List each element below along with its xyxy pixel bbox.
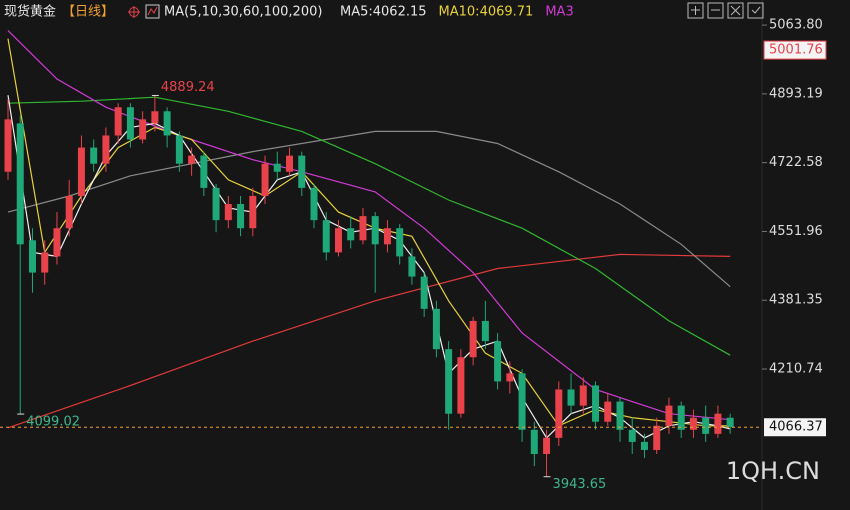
- candle-body: [494, 341, 502, 382]
- candle-body: [432, 308, 440, 350]
- y-tick-label: 4551.96: [769, 224, 823, 239]
- candle-body: [114, 107, 122, 136]
- candle-body: [592, 385, 600, 422]
- candle-body: [53, 228, 61, 257]
- candle-body: [371, 216, 379, 245]
- candle-body: [396, 228, 404, 257]
- last-price-label: 4066.37: [769, 420, 823, 435]
- last-price-box: [764, 418, 826, 437]
- candle-body: [689, 417, 697, 430]
- candle-body: [126, 107, 134, 140]
- candle-body: [530, 429, 538, 454]
- candle-body: [359, 216, 367, 241]
- candle-body: [555, 389, 563, 438]
- candle-body: [322, 220, 330, 253]
- candle-body: [579, 385, 587, 406]
- candle-body: [212, 187, 220, 221]
- candle-body: [16, 123, 24, 245]
- candle-body: [102, 135, 110, 164]
- candle-body: [286, 155, 294, 172]
- period[interactable]: 【日线】: [62, 5, 114, 20]
- candle-body: [469, 320, 477, 358]
- candle-body: [175, 135, 183, 164]
- ma-line: [7, 130, 731, 288]
- indicator: MA(5,10,30,60,100,200): [164, 5, 322, 20]
- annotation: 3943.65: [553, 477, 607, 492]
- candle-body: [445, 349, 453, 414]
- candle-body: [714, 413, 722, 434]
- candle-body: [518, 373, 526, 430]
- candle-body: [334, 228, 342, 253]
- candle-body: [726, 417, 734, 428]
- candle-body: [604, 401, 612, 422]
- candle-body: [65, 195, 73, 229]
- y-tick-label: 4722.58: [769, 155, 823, 170]
- candle-body: [506, 373, 514, 382]
- candle-body: [90, 147, 98, 164]
- annotation: 4889.24: [161, 80, 215, 95]
- candle-body: [457, 357, 465, 414]
- candle-body: [139, 119, 147, 140]
- candle-body: [273, 163, 281, 172]
- candle-body: [383, 228, 391, 245]
- candle-body: [200, 155, 208, 188]
- annotation: 4099.02: [26, 415, 80, 430]
- y-tick-label: 4210.74: [769, 362, 823, 377]
- candle-body: [249, 195, 257, 229]
- candle-body: [310, 187, 318, 221]
- candle-body: [261, 163, 269, 196]
- candle-body: [628, 429, 636, 442]
- candle-body: [567, 389, 575, 406]
- legend-entry: MA3: [545, 5, 573, 20]
- marked-price-box: [763, 40, 827, 60]
- candle-body: [640, 441, 648, 450]
- candle-body: [653, 425, 661, 450]
- y-tick-label: 5063.80: [769, 18, 823, 33]
- candle-body: [481, 320, 489, 342]
- legend-entry: MA5:4062.15: [340, 5, 427, 20]
- candle-body: [77, 147, 85, 196]
- ma-line: [7, 253, 731, 429]
- marked-price-label: 5001.76: [769, 43, 823, 58]
- crosshair-icon[interactable]: [128, 6, 140, 18]
- watermark: 1QH.CN: [726, 457, 820, 485]
- candle-body: [420, 276, 428, 309]
- indicator-icon[interactable]: [145, 4, 160, 19]
- candle-body: [237, 204, 245, 229]
- candle-body: [665, 405, 673, 426]
- toolbar-icons[interactable]: [687, 2, 764, 19]
- candle-body: [41, 252, 49, 273]
- candle-body: [702, 417, 710, 434]
- y-tick-label: 4893.19: [769, 86, 823, 101]
- candle-body: [677, 405, 685, 430]
- y-tick-label: 4381.35: [769, 293, 823, 308]
- candle-body: [543, 437, 551, 454]
- candle-body: [224, 204, 232, 221]
- candle-body: [298, 155, 306, 188]
- candle-body: [4, 119, 12, 172]
- candle-body: [408, 256, 416, 277]
- candle-body: [616, 401, 624, 430]
- legend-entry: MA10:4069.71: [439, 5, 534, 20]
- candle-body: [28, 240, 36, 273]
- candle-body: [163, 111, 171, 136]
- candle-body: [151, 111, 159, 124]
- candle-body: [188, 155, 196, 164]
- candle-body: [347, 228, 355, 241]
- ma-line: [7, 96, 731, 356]
- chart-title: 现货黄金: [4, 4, 56, 20]
